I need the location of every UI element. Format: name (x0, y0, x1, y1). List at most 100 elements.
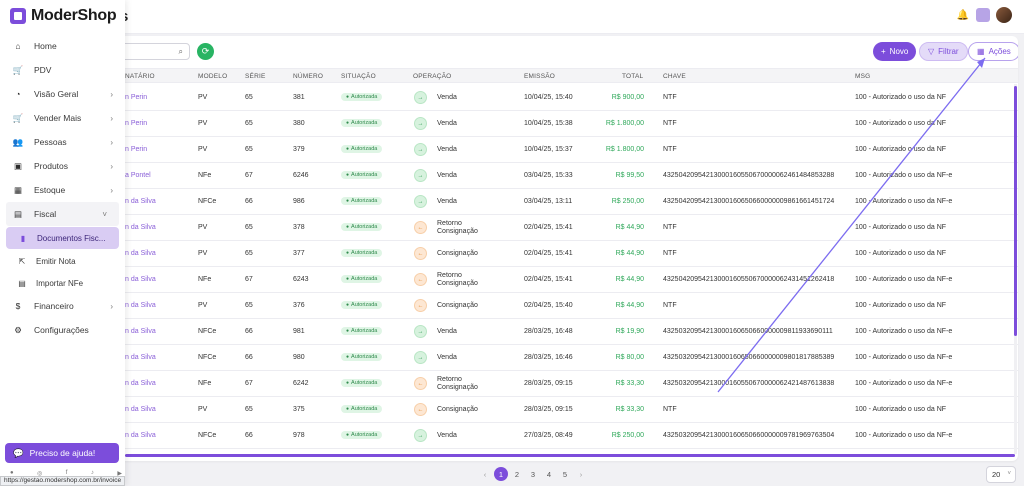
cell-destinatario[interactable]: n Perin (125, 120, 148, 127)
avatar[interactable] (996, 7, 1012, 23)
cell-destinatario[interactable]: n da Silva (125, 380, 156, 387)
col-total[interactable]: TOTAL (622, 73, 644, 80)
cell-destinatario[interactable]: n da Silva (125, 328, 156, 335)
store-avatar[interactable] (976, 8, 990, 22)
chevron-right-icon: › (110, 89, 113, 99)
col-emissao[interactable]: EMISSÃO (524, 73, 556, 80)
col-msg[interactable]: MSG (855, 73, 871, 80)
table-row[interactable]: n da Silva NFe 67 6242 Autorizada ← Retorno Co… (10, 371, 1018, 397)
table-row[interactable]: n da Silva PV 65 375 Autorizada ← Consignação 2… (10, 397, 1018, 423)
table-row[interactable]: n da Silva NFCe 66 978 Autorizada → Venda 27/03… (10, 423, 1018, 449)
table-row[interactable]: n da Silva PV 65 378 Autorizada ← Retorno Cons… (10, 215, 1018, 241)
table-row[interactable]: n da Silva NFCe 66 981 Autorizada → Venda 28/03… (10, 319, 1018, 345)
sidebar-item-home[interactable]: ⌂ Home (0, 34, 125, 58)
sidebar-item-configuracoes[interactable]: ⚙ Configurações (0, 318, 125, 342)
page-2-button[interactable]: 2 (514, 469, 520, 479)
sidebar-subitem-documentos-fisc-[interactable]: ▮ Documentos Fisc... (6, 227, 119, 249)
instagram-icon[interactable]: ◎ (37, 471, 43, 477)
sidebar-item-financeiro[interactable]: $ Financeiro › (0, 294, 125, 318)
cell-destinatario[interactable]: n da Silva (125, 224, 156, 231)
cell-serie: 66 (245, 198, 253, 205)
page-1-button[interactable]: 1 (494, 467, 508, 481)
status-badge: Autorizada (341, 353, 383, 361)
facebook-icon[interactable]: f (65, 470, 68, 476)
sidebar-subitem-importar-nfe[interactable]: ▤ Importar NFe (0, 272, 125, 294)
sidebar-item-visao-geral[interactable]: ◔ Visão Geral › (0, 82, 125, 106)
table-row[interactable]: a Pontel NFe 67 6246 Autorizada → Venda 03/04/2… (10, 163, 1018, 189)
filter-button[interactable]: ▽ Filtrar (919, 42, 968, 61)
table-row[interactable]: n Perin PV 65 379 Autorizada → Venda 10/04/25, … (10, 137, 1018, 163)
new-button[interactable]: + Novo (873, 42, 917, 61)
col-destinatario[interactable]: NATÁRIO (125, 73, 155, 80)
refresh-button[interactable]: ⟳ (197, 43, 214, 60)
page-4-button[interactable]: 4 (546, 469, 552, 479)
search-input[interactable]: ⌕ (105, 43, 190, 60)
table-row[interactable]: n da Silva NFCe 66 980 Autorizada → Venda 28/03… (10, 345, 1018, 371)
col-chave[interactable]: CHAVE (663, 73, 686, 80)
sidebar-item-pessoas[interactable]: 👥 Pessoas › (0, 130, 125, 154)
refresh-icon: ⟳ (201, 46, 210, 56)
sidebar-item-vender-mais[interactable]: 🛒 Vender Mais › (0, 106, 125, 130)
cell-total: R$ 44,90 (615, 302, 644, 309)
actions-button[interactable]: ▦ Ações (968, 42, 1018, 61)
bell-icon[interactable]: 🔔 (956, 9, 970, 21)
cell-destinatario[interactable]: n da Silva (125, 354, 156, 361)
prev-page-button[interactable]: ‹ (483, 469, 487, 479)
cell-chave: NTF (663, 94, 677, 101)
horizontal-scrollbar[interactable] (125, 454, 1015, 457)
table-row[interactable]: n Perin PV 65 380 Autorizada → Venda 10/04/25, … (10, 111, 1018, 137)
top-icons: 🔔 (956, 7, 1012, 23)
page-3-button[interactable]: 3 (530, 469, 536, 479)
cell-msg: 100 - Autorizado o uso da NF (855, 406, 947, 413)
cell-destinatario[interactable]: a Pontel (125, 172, 151, 179)
col-serie[interactable]: SÉRIE (245, 73, 266, 80)
table-row[interactable]: n da Silva PV 65 376 Autorizada ← Consignação 0… (10, 293, 1018, 319)
col-operacao[interactable]: OPERAÇÃO (413, 73, 452, 80)
sidebar-item-fiscal[interactable]: ▤ Fiscal ˅ (6, 202, 119, 226)
cell-destinatario[interactable]: n Perin (125, 146, 148, 153)
cell-destinatario[interactable]: n da Silva (125, 302, 156, 309)
table-row[interactable]: n da Silva NFe 67 6243 Autorizada ← Retorno Co… (10, 267, 1018, 293)
cell-modelo: NFe (198, 380, 212, 387)
cell-operacao: Venda (437, 146, 457, 153)
cell-numero: 378 (293, 224, 305, 231)
cell-operacao: Retorno Consignação (437, 272, 478, 287)
col-numero[interactable]: NÚMERO (293, 73, 324, 80)
cell-modelo: NFCe (198, 198, 217, 205)
search-icon: ⌕ (178, 47, 183, 56)
sidebar-item-estoque[interactable]: ▦ Estoque › (0, 178, 125, 202)
table-row[interactable]: n da Silva PV 65 377 Autorizada ← Consignação 0… (10, 241, 1018, 267)
logo[interactable]: ModerShop (10, 7, 117, 25)
cell-destinatario[interactable]: n da Silva (125, 276, 156, 283)
cell-operacao: Consignação (437, 250, 478, 257)
cell-destinatario[interactable]: n Perin (125, 94, 148, 101)
youtube-icon[interactable]: ▶ (117, 471, 122, 477)
sidebar-item-pdv[interactable]: 🛒 PDV (0, 58, 125, 82)
help-button[interactable]: 💬 Preciso de ajuda! (5, 443, 119, 463)
cell-operacao: Consignação (437, 302, 478, 309)
sidebar-item-produtos[interactable]: ▣ Produtos › (0, 154, 125, 178)
cell-total: R$ 33,30 (615, 380, 644, 387)
table-row[interactable]: n Perin PV 65 381 Autorizada → Venda 10/04/25, … (10, 85, 1018, 111)
actions-button-label: Ações (988, 47, 1011, 56)
per-page-select[interactable]: 20 ˅ (986, 466, 1016, 483)
cell-modelo: PV (198, 146, 208, 153)
cell-serie: 67 (245, 380, 253, 387)
page-5-button[interactable]: 5 (562, 469, 568, 479)
col-situacao[interactable]: SITUAÇÃO (341, 73, 376, 80)
vertical-scrollbar[interactable] (1014, 86, 1017, 336)
col-modelo[interactable]: MODELO (198, 73, 228, 80)
cell-total: R$ 44,90 (615, 276, 644, 283)
chevron-right-icon: › (110, 185, 113, 195)
cell-destinatario[interactable]: n da Silva (125, 198, 156, 205)
grid-icon: ▦ (977, 47, 985, 56)
next-page-button[interactable]: › (579, 469, 583, 479)
cell-destinatario[interactable]: n da Silva (125, 432, 156, 439)
cell-destinatario[interactable]: n da Silva (125, 250, 156, 257)
cell-modelo: NFe (198, 172, 212, 179)
cell-serie: 65 (245, 120, 253, 127)
table-row[interactable]: n da Silva NFCe 66 986 Autorizada → Venda 03/04… (10, 189, 1018, 215)
sidebar-subitem-emitir-nota[interactable]: ⇱ Emitir Nota (0, 250, 125, 272)
tiktok-icon[interactable]: ♪ (90, 470, 94, 476)
cell-destinatario[interactable]: n da Silva (125, 406, 156, 413)
